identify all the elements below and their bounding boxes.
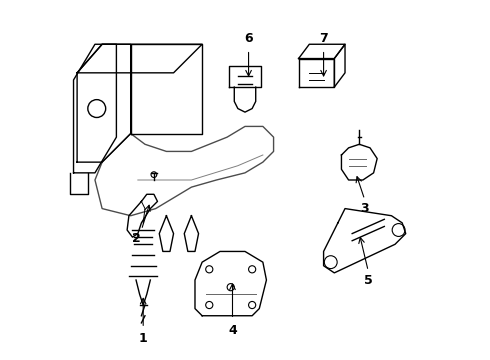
Text: 2: 2: [132, 233, 141, 246]
Text: 1: 1: [139, 333, 147, 346]
Text: 6: 6: [244, 32, 253, 45]
Text: 3: 3: [360, 202, 369, 215]
Text: 4: 4: [228, 324, 237, 337]
Text: 5: 5: [364, 274, 372, 287]
Text: 7: 7: [319, 32, 328, 45]
